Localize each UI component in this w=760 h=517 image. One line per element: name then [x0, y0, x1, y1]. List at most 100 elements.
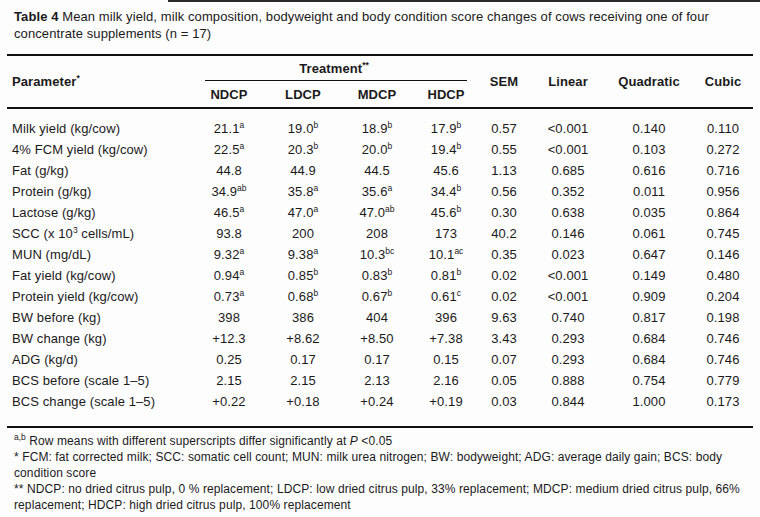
value-cell: 44.8 — [191, 160, 267, 181]
value-cell: 2.16 — [415, 370, 477, 391]
table-row: MUN (mg/dL)9.32a9.38a10.3bc10.1ac0.350.0… — [7, 244, 753, 265]
value-cell: 0.272 — [693, 139, 753, 160]
value-cell: 0.85b — [267, 265, 339, 286]
value-cell: 0.754 — [605, 370, 693, 391]
value-cell: 34.9ab — [191, 181, 267, 202]
value-cell: 200 — [267, 223, 339, 244]
value-cell: 0.844 — [531, 391, 605, 427]
value-cell: 0.647 — [605, 244, 693, 265]
table-caption: Table 4 Mean milk yield, milk compositio… — [14, 9, 746, 42]
param-cell: Protein yield (kg/cow) — [7, 286, 191, 307]
value-cell: 0.94a — [191, 265, 267, 286]
value-cell: 0.480 — [693, 265, 753, 286]
value-cell: 0.293 — [531, 349, 605, 370]
value-cell: 0.149 — [605, 265, 693, 286]
value-cell: +0.18 — [267, 391, 339, 427]
value-cell: 44.9 — [267, 160, 339, 181]
param-cell: Protein (g/kg) — [7, 181, 191, 202]
value-cell: 0.55 — [477, 139, 531, 160]
param-cell: 4% FCM yield (kg/cow) — [7, 139, 191, 160]
value-cell: 34.4b — [415, 181, 477, 202]
value-cell: 0.888 — [531, 370, 605, 391]
value-cell: 0.716 — [693, 160, 753, 181]
col-header-sem: SEM — [477, 55, 531, 108]
treatment-underline — [205, 79, 467, 81]
value-cell: 0.956 — [693, 181, 753, 202]
value-cell: <0.001 — [531, 139, 605, 160]
param-cell: MUN (mg/dL) — [7, 244, 191, 265]
value-cell: 0.293 — [531, 328, 605, 349]
value-cell: 0.110 — [693, 108, 753, 139]
value-cell: 0.745 — [693, 223, 753, 244]
table-row: BCS change (scale 1–5)+0.22+0.18+0.24+0.… — [7, 391, 753, 427]
value-cell: 0.684 — [605, 349, 693, 370]
value-cell: 0.204 — [693, 286, 753, 307]
value-cell: 0.67b — [339, 286, 415, 307]
value-cell: 35.8a — [267, 181, 339, 202]
value-cell: 0.616 — [605, 160, 693, 181]
table-row: Protein yield (kg/cow)0.73a0.68b0.67b0.6… — [7, 286, 753, 307]
value-cell: 0.103 — [605, 139, 693, 160]
value-cell: 35.6a — [339, 181, 415, 202]
value-cell: 0.02 — [477, 265, 531, 286]
value-cell: 9.32a — [191, 244, 267, 265]
table-row: 4% FCM yield (kg/cow)22.5a20.3b20.0b19.4… — [7, 139, 753, 160]
value-cell: 0.023 — [531, 244, 605, 265]
param-cell: BCS before (scale 1–5) — [7, 370, 191, 391]
col-header-cubic: Cubic — [693, 55, 753, 108]
value-cell: 208 — [339, 223, 415, 244]
value-cell: 10.1ac — [415, 244, 477, 265]
table-row: ADG (kg/d)0.250.170.170.150.070.2930.684… — [7, 349, 753, 370]
value-cell: 0.03 — [477, 391, 531, 427]
value-cell: 0.173 — [693, 391, 753, 427]
value-cell: +0.22 — [191, 391, 267, 427]
value-cell: 0.140 — [605, 108, 693, 139]
scan-artifact-line — [168, 0, 760, 2]
value-cell: 386 — [267, 307, 339, 328]
value-cell: +8.62 — [267, 328, 339, 349]
value-cell: 93.8 — [191, 223, 267, 244]
col-header-mdcp: MDCP — [339, 82, 415, 108]
footnote: * FCM: fat corrected milk; SCC: somatic … — [14, 449, 746, 481]
col-header-hdcp: HDCP — [415, 82, 477, 108]
col-header-parameter: Parameter* — [7, 55, 191, 108]
table-row: BW change (kg)+12.3+8.62+8.50+7.383.430.… — [7, 328, 753, 349]
value-cell: <0.001 — [531, 265, 605, 286]
value-cell: 0.61c — [415, 286, 477, 307]
value-cell: 45.6b — [415, 202, 477, 223]
value-cell: 0.73a — [191, 286, 267, 307]
value-cell: 2.13 — [339, 370, 415, 391]
table-row: Milk yield (kg/cow)21.1a19.0b18.9b17.9b0… — [7, 108, 753, 139]
value-cell: 0.07 — [477, 349, 531, 370]
value-cell: 1.000 — [605, 391, 693, 427]
footnote: a,b Row means with different superscript… — [14, 433, 746, 449]
value-cell: 10.3bc — [339, 244, 415, 265]
value-cell: 0.35 — [477, 244, 531, 265]
value-cell: 0.02 — [477, 286, 531, 307]
value-cell: +0.19 — [415, 391, 477, 427]
param-cell: BW change (kg) — [7, 328, 191, 349]
value-cell: +8.50 — [339, 328, 415, 349]
value-cell: 18.9b — [339, 108, 415, 139]
value-cell: 2.15 — [191, 370, 267, 391]
value-cell: +12.3 — [191, 328, 267, 349]
param-cell: ADG (kg/d) — [7, 349, 191, 370]
value-cell: 0.56 — [477, 181, 531, 202]
table-row: Fat yield (kg/cow)0.94a0.85b0.83b0.81b0.… — [7, 265, 753, 286]
footnotes: a,b Row means with different superscript… — [14, 433, 746, 513]
col-header-quadratic: Quadratic — [605, 55, 693, 108]
value-cell: 0.146 — [693, 244, 753, 265]
value-cell: 0.685 — [531, 160, 605, 181]
col-header-ndcp: NDCP — [191, 82, 267, 108]
value-cell: 1.13 — [477, 160, 531, 181]
value-cell: 0.57 — [477, 108, 531, 139]
value-cell: 40.2 — [477, 223, 531, 244]
col-header-ldcp: LDCP — [267, 82, 339, 108]
value-cell: <0.001 — [531, 108, 605, 139]
value-cell: 396 — [415, 307, 477, 328]
param-cell: Fat yield (kg/cow) — [7, 265, 191, 286]
value-cell: 47.0a — [267, 202, 339, 223]
value-cell: 0.011 — [605, 181, 693, 202]
value-cell: 0.25 — [191, 349, 267, 370]
value-cell: 404 — [339, 307, 415, 328]
